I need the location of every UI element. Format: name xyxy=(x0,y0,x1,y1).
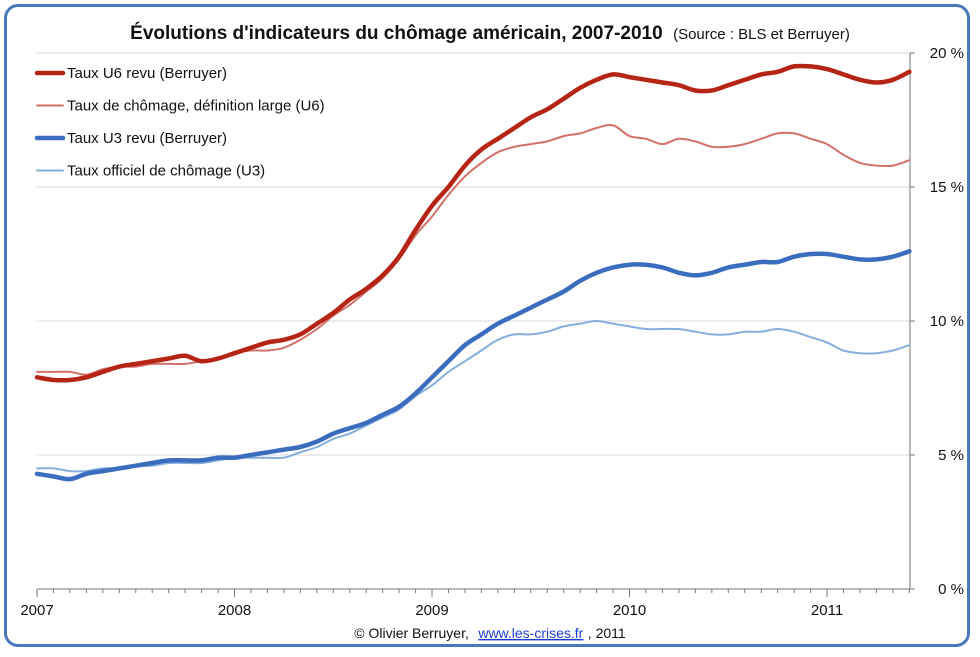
x-tick-label: 2011 xyxy=(811,602,843,619)
y-tick-label: 15 % xyxy=(930,179,964,196)
series-line-1 xyxy=(36,124,911,376)
chart-title-source: (Source : BLS et Berruyer) xyxy=(673,26,850,43)
gridlines xyxy=(37,52,910,456)
credit-website-link[interactable]: www.les-crises.fr xyxy=(477,625,583,641)
y-tick-label: 20 % xyxy=(930,45,964,62)
x-tick-label: 2010 xyxy=(613,602,646,619)
credit-year: , 2011 xyxy=(588,625,626,641)
y-tick-label: 5 % xyxy=(938,447,964,464)
credit-author: © Olivier Berruyer, xyxy=(354,625,469,641)
series-lines xyxy=(34,63,912,482)
series-line-3 xyxy=(36,320,911,473)
chart-frame xyxy=(4,4,970,647)
series-line-0 xyxy=(34,63,912,383)
chart-title-main: Évolutions d'indicateurs du chômage amér… xyxy=(130,22,662,44)
chart-title: Évolutions d'indicateurs du chômage amér… xyxy=(130,22,850,44)
series-line-2 xyxy=(34,249,912,482)
x-tick-label: 2007 xyxy=(20,602,53,619)
axes: 0 % 5 % 10 % 15 % 20 % 2007 2008 2009 2010 2011 xyxy=(20,45,964,619)
legend-label: Taux U3 revu (Berruyer) xyxy=(67,130,227,147)
x-tick-label: 2008 xyxy=(218,602,251,619)
legend-label: Taux de chômage, définition large (U6) xyxy=(67,98,325,115)
y-tick-label: 0 % xyxy=(938,581,964,598)
y-tick-label: 10 % xyxy=(930,313,964,330)
legend-label: Taux U6 revu (Berruyer) xyxy=(67,65,227,82)
credit-line: © Olivier Berruyer, www.les-crises.fr , … xyxy=(354,625,626,642)
legend-label: Taux officiel de chômage (U3) xyxy=(67,163,265,180)
x-tick-label: 2009 xyxy=(415,602,448,619)
legend: Taux U6 revu (Berruyer) Taux de chômage, … xyxy=(34,65,325,180)
